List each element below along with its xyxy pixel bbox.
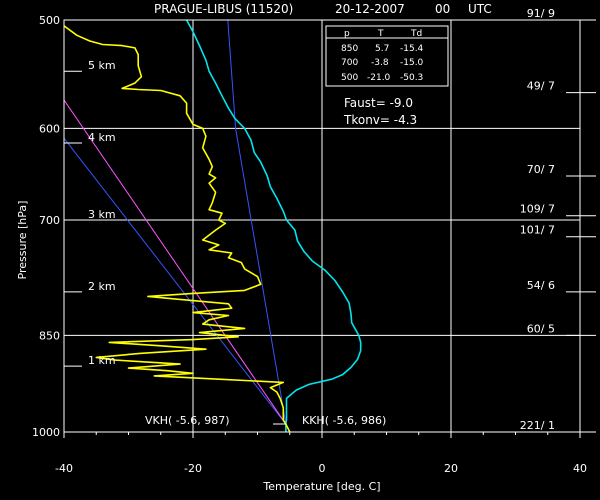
table-border (325, 25, 449, 87)
table-cell: -21.0 (367, 73, 391, 83)
vkh-label: VKH( -5.6, 987) (145, 414, 230, 427)
x-axis-label: Temperature [deg. C] (262, 480, 380, 493)
wind-label: 60/ 5 (527, 322, 555, 335)
y-tick-label: 600 (39, 122, 60, 135)
blue-line-line (63, 137, 287, 425)
wind-label: 49/ 7 (527, 80, 555, 93)
level-table: p T Td 850 5.7 -15.4 700 -3.8 -15.0 500 … (325, 25, 449, 87)
axis-ticks: 500 600 700 850 1000 -40 -20 0 20 40 (32, 14, 587, 475)
y-axis-label: Pressure [hPa] (16, 201, 29, 280)
x-tick-label: 0 (319, 462, 326, 475)
y-tick-label: 850 (39, 329, 60, 342)
table-cell: -50.3 (400, 73, 423, 83)
reference-lines (63, 19, 287, 425)
T-profile-line (185, 19, 362, 432)
table-header-p: p (344, 29, 350, 39)
table-cell: 700 (341, 58, 358, 68)
table-cell: 500 (341, 73, 358, 83)
faust-index: Faust= -9.0 (344, 96, 413, 110)
table-cell: 5.7 (375, 44, 389, 54)
table-header-td: Td (410, 29, 422, 39)
wind-labels: 91/ 9 49/ 7 70/ 7 109/ 7 101/ 7 54/ 6 60/ 5 221… (520, 7, 596, 433)
profile-series (63, 19, 362, 433)
chart-timezone: UTC (468, 2, 492, 16)
y-tick-label: 1000 (32, 426, 60, 439)
x-tick-label: -20 (184, 462, 202, 475)
Td-profile-line (63, 25, 291, 433)
wind-label: 91/ 9 (527, 7, 555, 20)
height-labels: 1 km 2 km 3 km 4 km 5 km (64, 59, 116, 367)
moist-line-line (63, 99, 287, 425)
chart-title: PRAGUE-LIBUS (11520) (154, 2, 293, 16)
height-label: 1 km (88, 354, 116, 367)
wind-label: 54/ 6 (527, 279, 555, 292)
chart-date: 20-12-2007 (335, 2, 405, 16)
tkonv-index: Tkonv= -4.3 (343, 113, 417, 127)
wind-label: 109/ 7 (520, 203, 555, 216)
height-label: 5 km (88, 59, 116, 72)
chart-hour: 00 (435, 2, 450, 16)
y-tick-label: 500 (39, 14, 60, 27)
table-cell: 850 (341, 44, 358, 54)
y-tick-label: 700 (39, 214, 60, 227)
table-cell: -3.8 (371, 58, 389, 68)
height-label: 3 km (88, 208, 116, 221)
height-label: 4 km (88, 131, 116, 144)
wind-label: 221/ 1 (520, 419, 555, 432)
x-tick-label: -40 (55, 462, 73, 475)
wind-label: 101/ 7 (520, 224, 555, 237)
table-cell: -15.4 (400, 44, 424, 54)
table-cell: -15.0 (400, 58, 424, 68)
dry-adiabat-line (227, 19, 287, 425)
x-tick-label: 40 (573, 462, 587, 475)
kkh-label: KKH( -5.6, 986) (302, 414, 386, 427)
x-tick-label: 20 (444, 462, 458, 475)
wind-label: 70/ 7 (527, 163, 555, 176)
height-label: 2 km (88, 280, 116, 293)
table-header-t: T (377, 29, 384, 39)
